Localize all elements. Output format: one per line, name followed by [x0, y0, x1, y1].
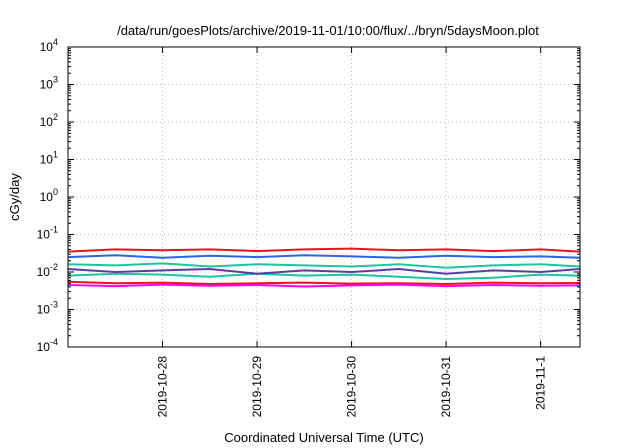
chart-title: /data/run/goesPlots/archive/2019-11-01/1…: [117, 23, 539, 38]
x-axis-label: Coordinated Universal Time (UTC): [224, 430, 423, 445]
x-tick-label: 2019-10-29: [250, 356, 264, 418]
x-tick-labels: 2019-10-28 2019-10-29 2019-10-30 2019-10-31…: [156, 356, 548, 418]
y-tick-label: 10-2: [37, 262, 58, 279]
x-tick-label: 2019-11-1: [534, 356, 548, 410]
series-group: [67, 247, 581, 288]
series-line-3: [67, 262, 581, 269]
x-tick-label: 2019-10-30: [345, 356, 359, 418]
y-tick-label: 10-3: [37, 300, 58, 317]
y-tick-label: 100: [40, 187, 58, 204]
y-tick-label: 104: [40, 37, 58, 54]
y-tick-label: 101: [40, 150, 58, 167]
series-line-1: [67, 247, 581, 253]
y-axis-label: cGy/day: [7, 173, 22, 221]
series-line-7: [67, 283, 581, 288]
y-tick-labels: 10-4 10-3 10-2 10-1 100 101 102 103 104: [37, 37, 58, 354]
ticks: [68, 46, 580, 348]
series-line-2: [67, 254, 581, 259]
y-tick-label: 10-4: [37, 337, 58, 354]
x-tick-label: 2019-10-28: [156, 356, 170, 418]
y-tick-label: 102: [40, 112, 58, 129]
y-tick-label: 103: [40, 75, 58, 92]
series-line-6: [67, 280, 581, 285]
x-tick-label: 2019-10-31: [439, 356, 453, 418]
series-line-4: [67, 272, 581, 280]
series-line-5: [67, 268, 581, 275]
grid: [68, 47, 580, 347]
y-tick-label: 10-1: [37, 225, 58, 242]
